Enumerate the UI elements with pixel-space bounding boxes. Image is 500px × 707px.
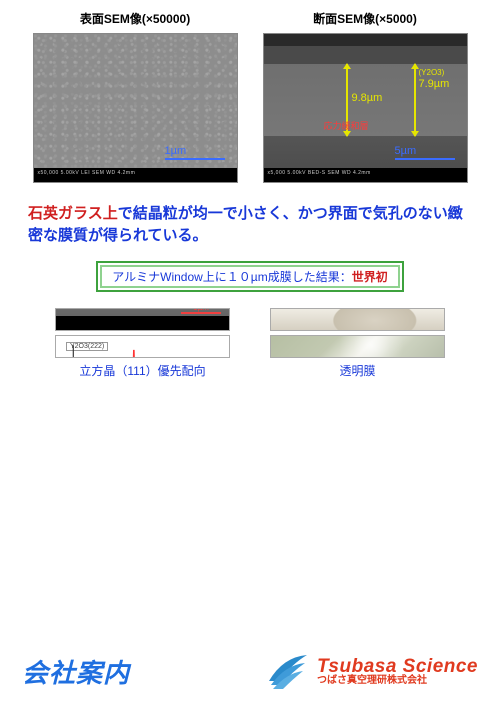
sem-cross-scale-bar <box>395 158 455 160</box>
logo-jp: つばさ真空理研株式会社 <box>317 676 478 686</box>
result-grid: 1µm 緻密な表面 成膜後鏡面 Y2O3(222) 立方晶（111）優先配向 透… <box>0 308 500 358</box>
sem-cross-image: 9.8µm (Y2O3) 7.9µm 応力緩和層 5µm x5,000 5.00… <box>263 33 468 183</box>
img-mirror <box>270 308 445 331</box>
measure-value-1: 9.8µm <box>352 92 383 104</box>
sem-surface-title: 表面SEM像(×50000) <box>33 10 238 27</box>
logo-text: Tsubasa Science つばさ真空理研株式会社 <box>317 657 478 686</box>
cell-dense: 1µm 緻密な表面 <box>55 308 230 331</box>
dense-scale-label: 1µm <box>193 308 209 312</box>
img-dense-surface: 1µm <box>55 308 230 331</box>
cell-mirror: 成膜後鏡面 <box>270 308 445 331</box>
headline-note: 石英ガラス上で結晶粒が均一で小さく、かつ界面で気孔のない緻密な膜質が得られている… <box>28 203 472 247</box>
dense-scale-bar <box>181 312 221 314</box>
cap-film: 透明膜 <box>270 362 445 379</box>
cross-layer-film: 9.8µm (Y2O3) 7.9µm 応力緩和層 <box>264 64 467 136</box>
img-xrd-graph: Y2O3(222) <box>55 335 230 358</box>
banner-emph: 世界初 <box>352 270 388 284</box>
sem-surface-image: 1µm x50,000 5.00kV LEI SEM WD 4.2mm <box>33 33 238 183</box>
sem-row: 表面SEM像(×50000) 1µm x50,000 5.00kV LEI SE… <box>0 0 500 183</box>
note-red: 石英ガラス上 <box>28 205 118 222</box>
cross-layer-label: 応力緩和層 <box>324 119 369 132</box>
cell-graph: Y2O3(222) 立方晶（111）優先配向 <box>55 335 230 358</box>
sem-surface-scale-label: 1µm <box>165 145 187 157</box>
logo-en: Tsubasa Science <box>317 657 478 676</box>
result-banner: アルミナWindow上に１０µm成膜した結果：世界初 <box>96 261 404 292</box>
cross-layer-top <box>264 34 467 46</box>
img-transparent-film <box>270 335 445 358</box>
banner-main: アルミナWindow上に１０µm成膜した結果： <box>112 270 351 284</box>
sem-cross-scale-label: 5µm <box>395 145 417 157</box>
cross-layer-gap <box>264 46 467 64</box>
cap-graph: 立方晶（111）優先配向 <box>55 362 230 379</box>
measure-arrow-2 <box>414 64 416 136</box>
sem-cross-block: 断面SEM像(×5000) 9.8µm (Y2O3) 7.9µm 応力緩和層 5… <box>263 10 468 183</box>
sem-surface-block: 表面SEM像(×50000) 1µm x50,000 5.00kV LEI SE… <box>33 10 238 183</box>
cell-film: 透明膜 <box>270 335 445 358</box>
xrd-plot <box>56 336 229 358</box>
sem-surface-scale-bar <box>165 158 225 160</box>
page-footer: 会社案内 Tsubasa Science つばさ真空理研株式会社 <box>0 639 500 707</box>
sem-surface-footer: x50,000 5.00kV LEI SEM WD 4.2mm <box>34 168 237 182</box>
sem-cross-footer: x5,000 5.00kV BED-S SEM WD 4.2mm <box>264 168 467 182</box>
dense-footer <box>56 316 229 330</box>
measure-value-2-label: (Y2O3) <box>419 68 445 77</box>
footer-title: 会社案内 <box>22 653 130 690</box>
xrd-trace <box>73 349 223 357</box>
footer-logo: Tsubasa Science つばさ真空理研株式会社 <box>265 651 478 691</box>
dense-scale: 1µm <box>181 308 221 314</box>
wing-icon <box>265 651 309 691</box>
sem-surface-scale: 1µm <box>165 145 225 160</box>
sem-cross-scale: 5µm <box>395 145 455 160</box>
banner-wrap: アルミナWindow上に１０µm成膜した結果：世界初 <box>0 261 500 292</box>
sem-cross-title: 断面SEM像(×5000) <box>263 10 468 27</box>
measure-value-2: 7.9µm <box>419 78 450 90</box>
